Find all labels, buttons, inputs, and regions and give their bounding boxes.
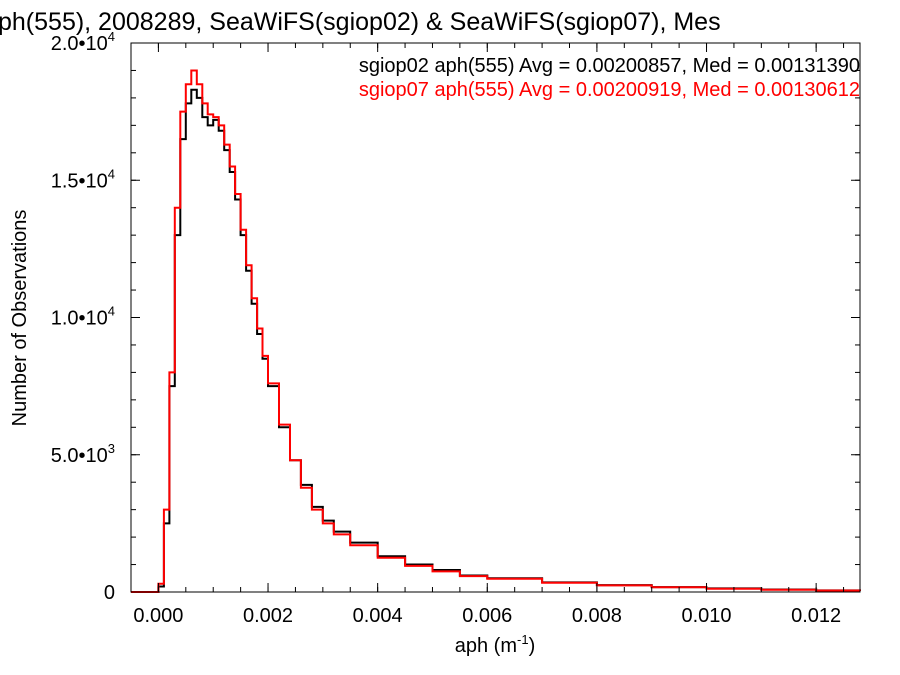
legend-entry-sgiop07: sgiop07 aph(555) Avg = 0.00200919, Med =… [359, 79, 860, 101]
series-line-1 [131, 69, 861, 593]
x-axis-label: aph (m-1) [455, 632, 535, 657]
y-tick-label: 5.0•103 [51, 441, 115, 467]
y-axis-label: Number of Observations [9, 210, 31, 427]
series-layer [131, 69, 861, 593]
series-line-0 [131, 88, 861, 593]
x-axis-label-base: aph (m [455, 635, 517, 657]
chart-title: ph(555), 2008289, SeaWiFS(sgiop02) & Sea… [0, 8, 721, 36]
y-tick-label: 2.0•104 [51, 29, 115, 55]
y-axis: 0 5.0•103 1.0•104 1.5•104 2.0•104 [51, 29, 860, 604]
x-tick-label: 0.006 [462, 605, 512, 627]
y-tick-label: 1.0•104 [51, 304, 115, 330]
x-tick-label: 0.002 [243, 605, 293, 627]
x-axis-label-end: ) [529, 635, 536, 657]
x-axis: 0.000 0.002 0.004 0.006 0.008 0.010 0.012 [130, 43, 845, 627]
y-tick-label: 0 [104, 582, 115, 604]
x-tick-label: 0.000 [133, 605, 183, 627]
x-tick-label: 0.012 [791, 605, 841, 627]
plot-frame [130, 42, 861, 593]
y-tick-label: 1.5•104 [51, 166, 115, 192]
x-axis-label-sup: -1 [517, 632, 529, 647]
x-tick-label: 0.008 [572, 605, 622, 627]
legend-entry-sgiop02: sgiop02 aph(555) Avg = 0.00200857, Med =… [359, 55, 860, 77]
x-tick-label: 0.010 [681, 605, 731, 627]
x-tick-label: 0.004 [353, 605, 403, 627]
legend: sgiop02 aph(555) Avg = 0.00200857, Med =… [359, 55, 860, 101]
